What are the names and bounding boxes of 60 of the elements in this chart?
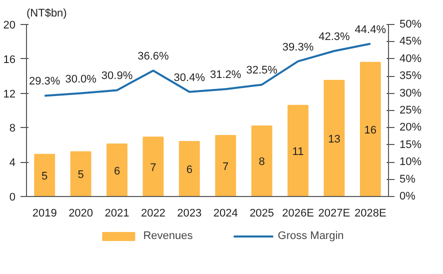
y-tick-label: 4 (9, 157, 16, 170)
data-label: 11 (292, 146, 304, 158)
y2-tick-label: 35% (400, 70, 422, 82)
bar (34, 154, 56, 196)
bar (251, 125, 272, 196)
x-tick-label: 2024 (213, 208, 238, 220)
legend-label: Revenues (143, 230, 193, 242)
y-tick-label: 20 (3, 20, 16, 32)
y2-tick-label: 20% (400, 122, 422, 134)
bar (106, 144, 128, 196)
data-label: 5 (78, 169, 84, 182)
data-label: 6 (186, 164, 192, 176)
data-label: 44.4% (354, 24, 386, 36)
bar (215, 134, 236, 196)
bar (178, 140, 200, 196)
bar (142, 136, 164, 196)
y-tick-label: 12 (3, 88, 16, 100)
data-label: 32.5% (246, 64, 278, 77)
data-label: 36.6% (138, 50, 170, 63)
data-label: 42.3% (318, 30, 350, 43)
y-tick-label: 16 (3, 54, 16, 66)
x-tick-label: 2020 (68, 208, 94, 220)
data-label: 30.0% (65, 73, 97, 86)
y-tick-label: 0 (9, 192, 16, 204)
y2-tick-label: 0% (400, 190, 416, 202)
y2-tick-label: 30% (400, 87, 422, 100)
y2-tick-label: 25% (400, 104, 422, 116)
x-tick-label: 2026E (282, 208, 314, 220)
data-label: 30.9% (101, 70, 133, 82)
legend-label: Gross Margin (278, 230, 344, 242)
bar (70, 151, 92, 196)
x-tick-label: 2025 (250, 208, 274, 220)
data-label: 7 (222, 160, 229, 173)
x-tick-label: 2019 (32, 208, 57, 220)
x-tick-label: 2027E (318, 208, 350, 220)
data-label: 8 (258, 156, 265, 168)
x-tick-label: 2023 (177, 208, 202, 220)
data-label: 16 (364, 124, 377, 136)
y2-tick-label: 50% (400, 18, 422, 30)
y-axis-title: (NT$bn) (26, 8, 67, 20)
data-label: 31.2% (210, 69, 242, 82)
y2-tick-label: 5% (400, 173, 416, 186)
data-label: 39.3% (282, 41, 314, 54)
y2-tick-label: 40% (400, 52, 422, 65)
data-label: 6 (114, 165, 120, 178)
x-tick-label: 2028E (354, 208, 386, 220)
y-tick-label: 8 (9, 122, 16, 135)
y2-tick-label: 45% (400, 36, 422, 48)
bar (324, 80, 345, 196)
data-label: 29.3% (29, 76, 60, 88)
bar (288, 104, 308, 196)
bar (360, 62, 381, 196)
data-label: 30.4% (174, 72, 206, 84)
data-label: 5 (42, 170, 48, 182)
x-tick-label: 2022 (140, 208, 166, 220)
data-label: 13 (328, 133, 340, 146)
x-tick-label: 2021 (104, 208, 130, 220)
y2-tick-label: 15% (400, 138, 422, 151)
y2-tick-label: 10% (400, 156, 422, 168)
data-label: 7 (150, 162, 156, 174)
